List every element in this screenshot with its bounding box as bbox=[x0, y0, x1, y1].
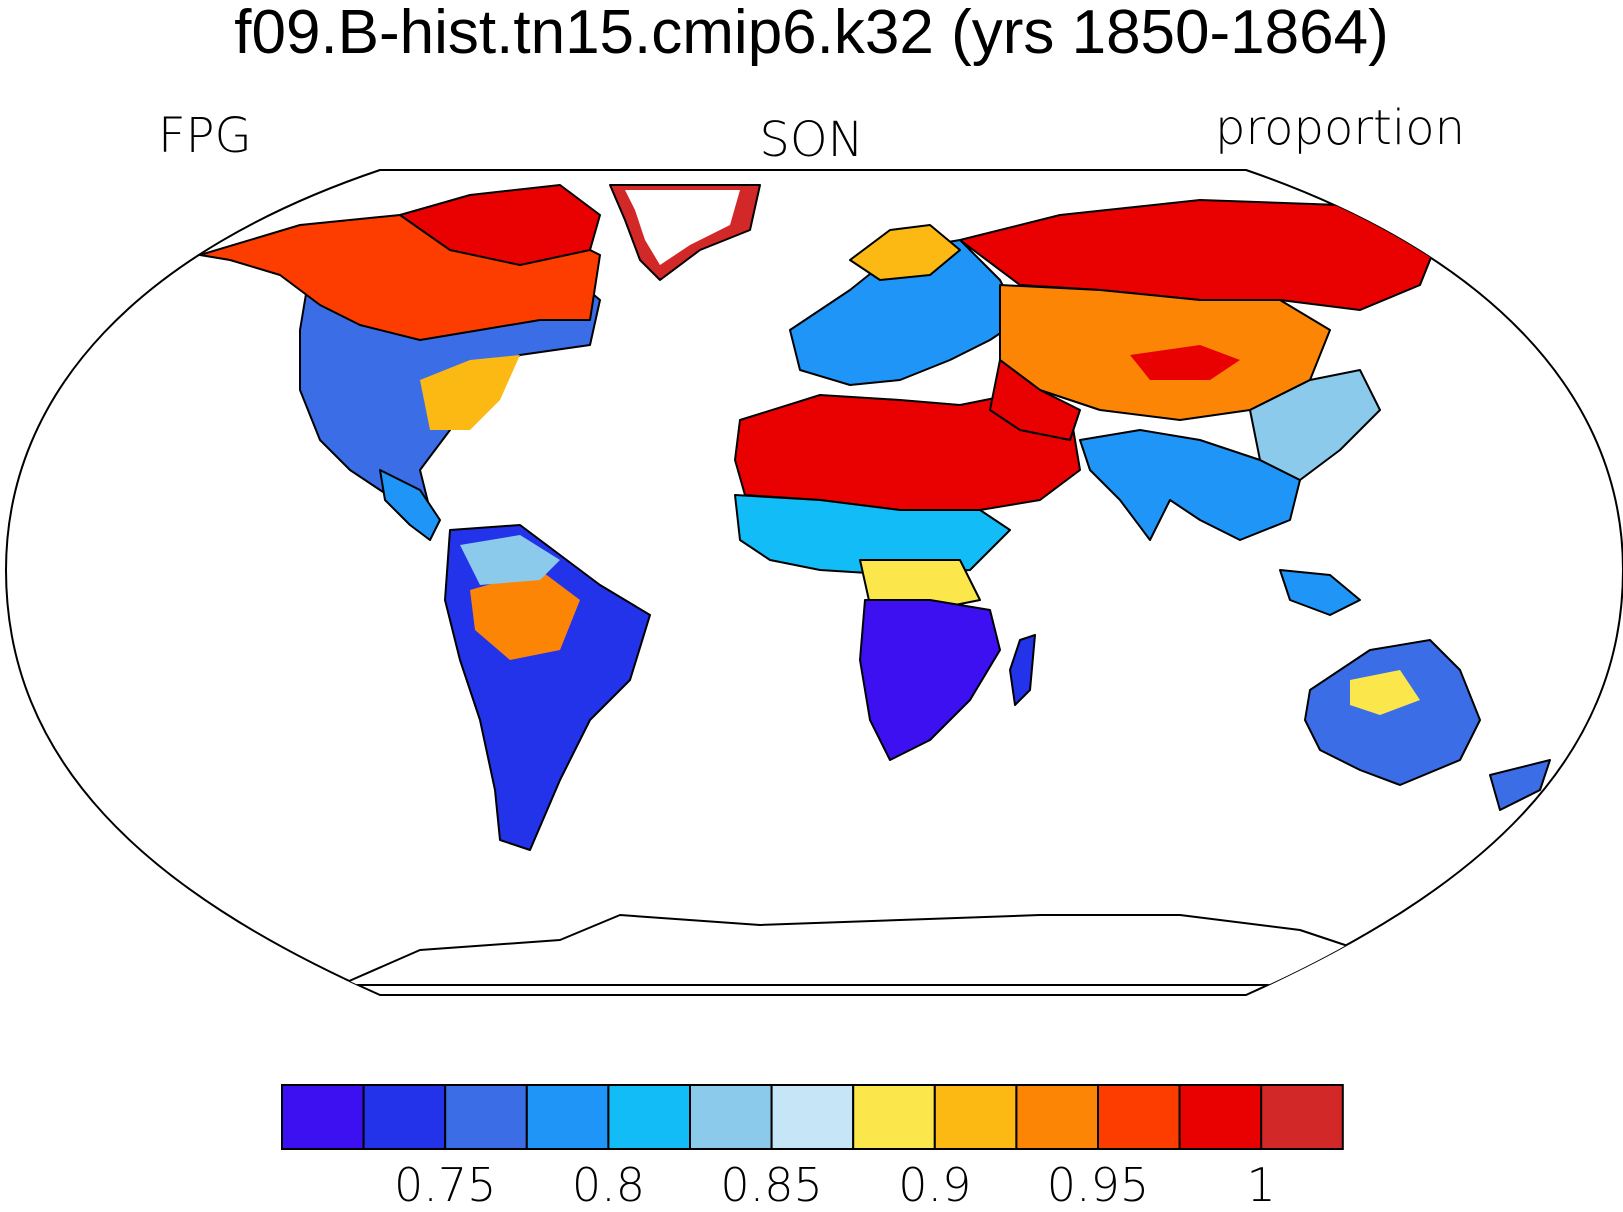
region-south-asia bbox=[1079, 429, 1301, 541]
region-sahel bbox=[734, 494, 1011, 576]
colorbar-tick-label: 0.75 bbox=[394, 1158, 496, 1212]
colorbar-tick-label: 1 bbox=[1247, 1158, 1276, 1212]
region-new-zealand bbox=[1489, 759, 1551, 811]
variable-label: FPG bbox=[158, 108, 252, 164]
region-north-america-east bbox=[420, 355, 520, 430]
colorbar: 0.75 0.8 0.85 0.9 0.95 1 bbox=[281, 1084, 1344, 1212]
colorbar-tick-label: 0.85 bbox=[720, 1158, 822, 1212]
colorbar-tick-label: 0.95 bbox=[1047, 1158, 1149, 1212]
region-south-america-center bbox=[470, 570, 580, 660]
colorbar-swatch bbox=[281, 1084, 365, 1150]
region-mongolia bbox=[1130, 345, 1240, 380]
colorbar-swatch bbox=[1015, 1084, 1100, 1150]
colorbar-swatch bbox=[852, 1084, 936, 1150]
region-australia-center bbox=[1350, 670, 1420, 715]
colorbar-swatch bbox=[1178, 1084, 1263, 1150]
region-indonesia bbox=[1279, 569, 1361, 616]
map-title: f09.B-hist.tn15.cmip6.k32 (yrs 1850-1864… bbox=[234, 0, 1389, 67]
colorbar-swatch bbox=[933, 1084, 1018, 1150]
colorbar-swatch bbox=[770, 1084, 855, 1150]
colorbar-tick-label: 0.8 bbox=[572, 1158, 645, 1212]
colorbar-swatch bbox=[607, 1084, 692, 1150]
region-middle-east bbox=[989, 359, 1081, 441]
region-scandinavia bbox=[849, 224, 961, 281]
region-central-america bbox=[379, 469, 441, 541]
colorbar-swatch bbox=[1097, 1084, 1181, 1150]
season-label: SON bbox=[759, 112, 864, 168]
colorbar-swatch bbox=[362, 1084, 447, 1150]
colorbar-tick-label: 0.9 bbox=[898, 1158, 971, 1212]
colorbar-swatch bbox=[444, 1084, 528, 1150]
region-madagascar bbox=[1009, 634, 1036, 706]
region-east-asia bbox=[1249, 369, 1381, 481]
region-south-america-north bbox=[460, 535, 560, 585]
greenland-interior bbox=[625, 190, 740, 265]
region-australia bbox=[1304, 639, 1481, 786]
colorbar-swatch bbox=[1260, 1084, 1344, 1150]
colorbar-swatch bbox=[525, 1084, 610, 1150]
region-southern-africa bbox=[859, 599, 1001, 761]
region-arctic-islands bbox=[399, 184, 601, 266]
world-map bbox=[4, 169, 1623, 996]
colorbar-swatch bbox=[689, 1084, 773, 1150]
units-label: proportion bbox=[1214, 100, 1465, 156]
